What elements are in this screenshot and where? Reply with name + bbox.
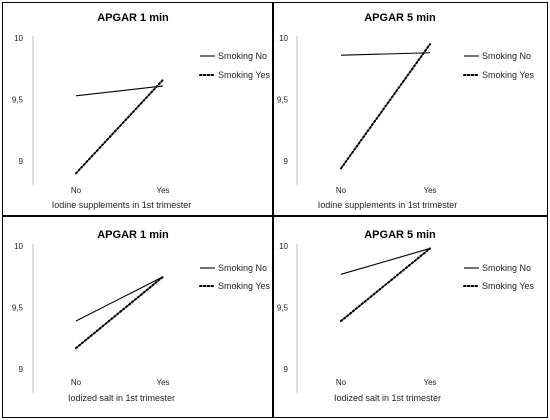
- chart-panel-bottom-left: APGAR 1 min 9 9,5 10 No Yes Iodized salt in 1s…: [2, 216, 273, 418]
- series-line-smoking-yes: [75, 275, 164, 350]
- x-axis-label: Iodine supplements in 1st trimester: [52, 200, 192, 210]
- x-tick-label: No: [71, 186, 82, 195]
- y-tick-label: 10: [14, 34, 23, 43]
- legend-label: Smoking No: [482, 263, 531, 273]
- chart-svg: APGAR 5 min 9 9,5 10 No Yes Iodine supplements…: [277, 12, 535, 210]
- series-line-smoking-no: [75, 276, 164, 322]
- series-line-smoking-yes: [340, 247, 431, 323]
- chart-svg: APGAR 5 min 9 9,5 10 No Yes Iodized salt in 1s…: [277, 229, 535, 403]
- legend-label: Smoking Yes: [482, 70, 535, 80]
- y-tick-label: 9: [19, 157, 24, 166]
- x-tick-label: Yes: [156, 186, 169, 195]
- chart-title: APGAR 5 min: [364, 229, 436, 241]
- y-tick-label: 9,5: [12, 304, 24, 313]
- y-tick-label: 10: [279, 242, 288, 251]
- chart-title: APGAR 5 min: [364, 12, 436, 24]
- x-axis-label: Iodine supplements in 1st trimester: [318, 200, 458, 210]
- chart-panel-bottom-right: APGAR 5 min 9 9,5 10 No Yes Iodized salt in 1s…: [273, 216, 548, 418]
- x-tick-label: Yes: [423, 186, 436, 195]
- x-tick-label: Yes: [156, 378, 169, 387]
- legend-label: Smoking No: [482, 51, 531, 61]
- x-tick-label: No: [336, 378, 347, 387]
- x-tick-label: No: [71, 378, 82, 387]
- series-line-smoking-no: [75, 85, 164, 97]
- y-tick-label: 9,5: [277, 96, 289, 105]
- y-tick-label: 9: [19, 365, 24, 374]
- legend-label: Smoking Yes: [218, 281, 271, 291]
- y-tick-label: 10: [279, 34, 288, 43]
- chart-panel-top-right: APGAR 5 min 9 9,5 10 No Yes Iodine supplements…: [273, 2, 548, 216]
- y-tick-label: 9: [284, 365, 289, 374]
- legend-label: Smoking Yes: [482, 281, 535, 291]
- y-tick-label: 9,5: [277, 304, 289, 313]
- chart-title: APGAR 1 min: [97, 12, 169, 24]
- legend-label: Smoking No: [218, 263, 267, 273]
- legend-label: Smoking Yes: [218, 70, 271, 80]
- y-tick-label: 9,5: [12, 96, 24, 105]
- series-line-smoking-yes: [75, 78, 164, 175]
- x-tick-label: Yes: [423, 378, 436, 387]
- series-line-smoking-no: [340, 52, 431, 56]
- y-tick-label: 9: [284, 157, 289, 166]
- y-tick-label: 10: [14, 242, 23, 251]
- x-axis-label: Iodized salt in 1st trimester: [68, 393, 175, 403]
- chart-svg: APGAR 1 min 9 9,5 10 No Yes Iodized salt in 1s…: [12, 229, 271, 403]
- x-axis-label: Iodized salt in 1st trimester: [334, 393, 441, 403]
- x-tick-label: No: [336, 186, 347, 195]
- series-line-smoking-no: [340, 247, 431, 275]
- chart-panel-top-left: APGAR 1 min 9 9,5 10 No Yes Iodine supplements…: [2, 2, 273, 216]
- legend-label: Smoking No: [218, 51, 267, 61]
- chart-title: APGAR 1 min: [97, 229, 169, 241]
- series-line-smoking-yes: [340, 43, 431, 170]
- chart-svg: APGAR 1 min 9 9,5 10 No Yes Iodine supplements…: [12, 12, 271, 210]
